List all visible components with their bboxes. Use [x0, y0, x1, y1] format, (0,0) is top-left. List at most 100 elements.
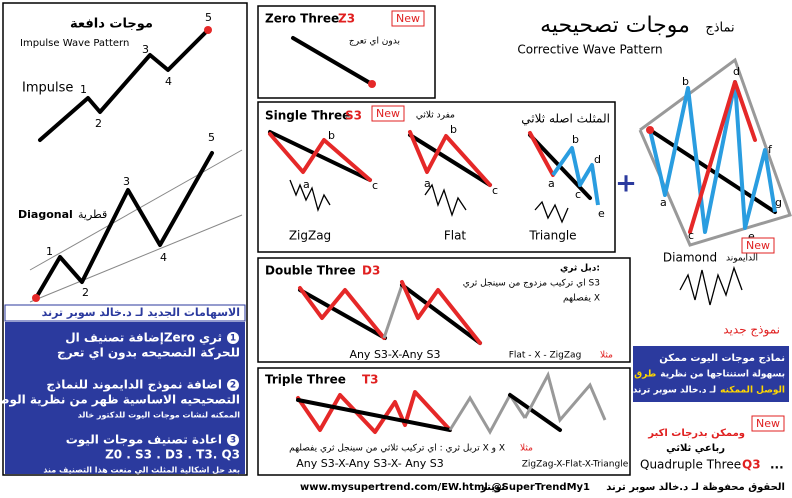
- channel: [29, 149, 243, 271]
- triple-code: T3: [362, 373, 379, 387]
- double-desc: دبل ثري:: [560, 264, 600, 274]
- triple-example: ZigZag-X-Flat-X-Triangle: [522, 460, 629, 470]
- wave-label: a: [660, 196, 667, 209]
- double-desc: اي تركيب مزدوج من سينجل ثري S3: [463, 279, 600, 289]
- double-formula: Any S3-X-Any S3: [349, 348, 440, 361]
- diamond-name-ar: الدايموند: [726, 254, 758, 264]
- wave-label: b: [682, 75, 689, 88]
- triple-wave: [523, 370, 607, 424]
- wave-label: 5: [205, 11, 212, 24]
- pattern-name: Flat: [444, 229, 467, 243]
- diamond-wave: [688, 80, 757, 234]
- footer-rights: الحقوق محفوظة لـ د.خالد سوبر ترند: [606, 482, 785, 493]
- quad-more: ...: [770, 458, 784, 472]
- badge: [751, 415, 785, 432]
- impulse-subtitle: Impulse Wave Pattern: [20, 38, 129, 49]
- zero-title: Zero Three: [265, 12, 339, 26]
- scribble: [289, 179, 331, 213]
- item-line: Z0 . S3 . D3 . T3. Q3: [105, 448, 240, 462]
- double-wave: [400, 280, 482, 345]
- impulse-wave: [38, 28, 210, 142]
- double-code: D3: [362, 264, 380, 278]
- trend: [400, 283, 482, 345]
- item-line: إضافة تصنيف الZero ثري: [65, 331, 222, 345]
- zero-note: بدون اي تعرج: [349, 37, 400, 47]
- channel: [29, 214, 243, 303]
- badge-text: New: [746, 239, 770, 252]
- single-frame: [257, 101, 616, 253]
- badge: [741, 237, 775, 254]
- trend: [268, 130, 372, 182]
- item-number: 3: [230, 436, 236, 446]
- wave-label: 1: [46, 245, 53, 258]
- badge-text: New: [756, 417, 780, 430]
- badge-text: New: [376, 107, 400, 120]
- diamond-name: Diamond: [663, 251, 717, 265]
- item-line: التصحيحيه الاساسية ظهر من نظرية الوصل: [0, 393, 240, 408]
- wave-label: a: [424, 177, 431, 190]
- wave-label: g: [775, 196, 782, 209]
- item-line: للحركة التصحيحه بدون اي تعرج: [57, 346, 240, 361]
- quad-note: وممكن بدرجات اكبر: [647, 428, 745, 439]
- plus: +: [615, 169, 637, 199]
- wave-label: 5: [208, 131, 215, 144]
- wave-label: d: [594, 153, 601, 166]
- wave-label: c: [688, 229, 694, 242]
- diagonal-wave: [34, 151, 214, 300]
- wave-label: e: [748, 230, 755, 243]
- diamond-outline: [638, 57, 792, 247]
- footer-twitter-label: تويتر: [480, 482, 505, 493]
- wave-label: a: [548, 177, 555, 190]
- wave-label: b: [572, 133, 579, 146]
- wave-label: 1: [80, 83, 87, 96]
- dot: [32, 294, 40, 302]
- diamond-note: نموذج جديد: [723, 323, 780, 338]
- wave-label: f: [768, 143, 773, 156]
- dot: [204, 26, 212, 34]
- x-wave: [382, 284, 404, 339]
- wave-label: c: [372, 179, 378, 192]
- item-line: الممكنه لنشات موجات اليوت للدكتور خالد: [78, 411, 241, 420]
- item-line: اضافة نموذج الدايموند للنماذج: [46, 378, 222, 393]
- wave-label: c: [575, 188, 581, 201]
- wave-label: 2: [82, 286, 89, 299]
- impulse-label: Impulse: [22, 81, 73, 96]
- wave-label: 4: [165, 75, 172, 88]
- trend: [408, 133, 492, 187]
- triangle-note: المثلث اصله ثلاثي: [521, 112, 610, 126]
- example-label: مثلا: [520, 444, 533, 454]
- triple-frame: [257, 367, 631, 476]
- dot: [646, 126, 654, 134]
- item-bullet: [227, 379, 239, 391]
- single-title: Single Three: [265, 109, 350, 123]
- wave-label: 3: [142, 43, 149, 56]
- zero-frame: [257, 5, 436, 99]
- x-wave: [448, 392, 527, 436]
- scribble: [679, 265, 743, 306]
- wave-label: 3: [123, 175, 130, 188]
- pattern-name: Triangle: [528, 229, 576, 243]
- item-number: 1: [230, 334, 236, 344]
- footer-twitter: @SuperTrendMy1: [492, 482, 590, 493]
- flat-wave: [408, 130, 492, 187]
- item-bullet: [227, 434, 239, 446]
- contrib-header: الاسهامات الجديد لـ د.خالد سوبر ترند: [42, 306, 240, 319]
- wave-label: d: [733, 65, 740, 78]
- contrib-header-bar: [4, 304, 246, 322]
- quad-name: Quadruple Three: [640, 458, 741, 472]
- wave-label: c: [492, 184, 498, 197]
- impulse-frame: [2, 2, 248, 476]
- double-title: Double Three: [265, 264, 356, 278]
- item-number: 2: [230, 381, 236, 391]
- single-note: مفرد ثلاثي: [416, 111, 455, 121]
- pattern-name: ZigZag: [289, 229, 331, 243]
- scribble: [534, 200, 569, 224]
- single-code: S3: [345, 109, 362, 123]
- diamond-wave: [648, 80, 777, 234]
- footer-url: www.mysupertrend.com/EW.html: [300, 482, 488, 493]
- conclusion-line: لـ د.خالد سوبر ترند: [633, 386, 716, 396]
- item-bullet: [227, 332, 239, 344]
- conclusion-highlight: طرق: [634, 370, 656, 380]
